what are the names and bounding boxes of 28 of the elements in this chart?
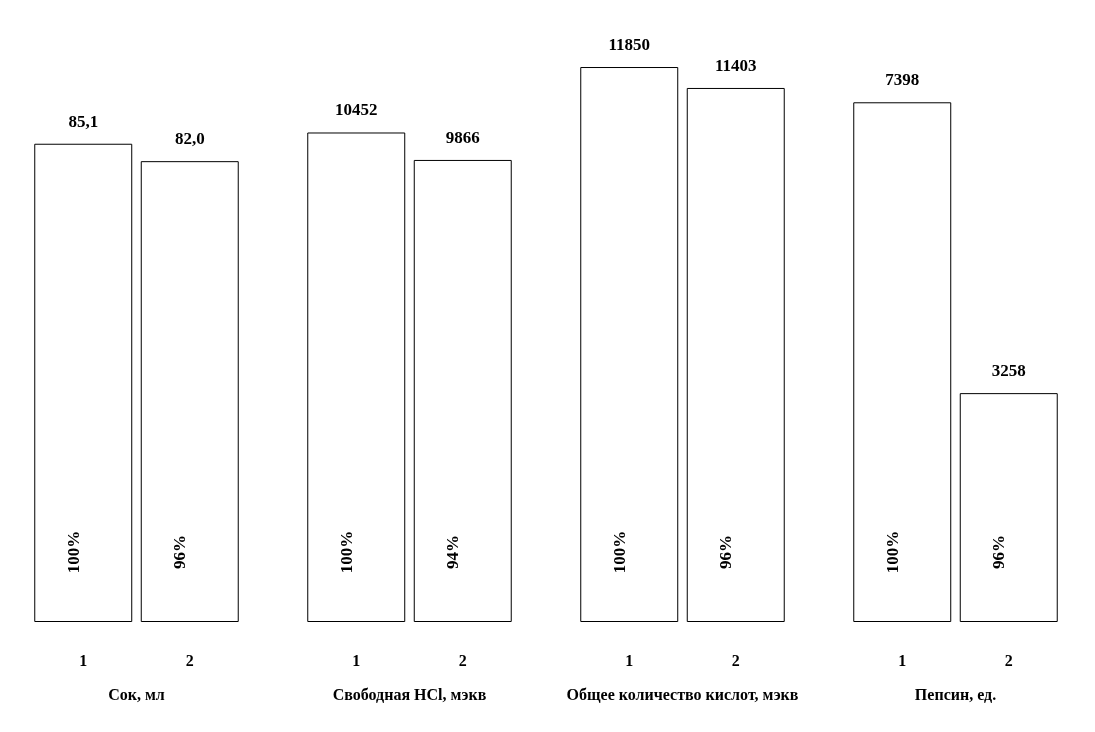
data-label: 9866 [445, 127, 480, 147]
x-tick-label: 1 [898, 651, 907, 669]
x-tick-label: 2 [731, 651, 740, 669]
x-tick-label: 1 [625, 651, 634, 669]
x-axis-title: Общее количество кислот, мэкв [566, 685, 799, 703]
annotation: 100% [882, 530, 902, 574]
annotation: 100% [609, 530, 629, 574]
x-tick-label: 2 [458, 651, 467, 669]
data-label: 82,0 [174, 129, 205, 149]
data-label: 10452 [335, 100, 378, 120]
data-label: 11403 [714, 55, 757, 75]
data-label: 11850 [608, 35, 651, 55]
x-tick-label: 1 [352, 651, 361, 669]
x-tick-label: 1 [79, 651, 88, 669]
x-axis-title: Сок, мл [108, 685, 165, 703]
data-label: 7398 [885, 70, 920, 90]
annotation: 96% [170, 535, 190, 569]
x-tick-label: 2 [185, 651, 194, 669]
x-axis-title: Пепсин, ед. [914, 685, 997, 703]
annotation: 100% [336, 530, 356, 574]
x-tick-label: 2 [1004, 651, 1013, 669]
annotation: 96% [716, 535, 736, 569]
annotation: 94% [443, 535, 463, 569]
x-axis-title: Свободная HCl, мэкв [332, 685, 487, 703]
data-label: 85,1 [68, 111, 99, 131]
annotation: 96% [989, 535, 1009, 569]
annotation: 100% [63, 530, 83, 574]
data-label: 3258 [991, 361, 1026, 381]
